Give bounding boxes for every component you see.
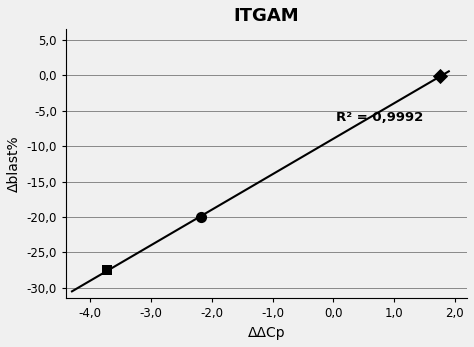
X-axis label: ΔΔCp: ΔΔCp bbox=[248, 326, 285, 340]
Y-axis label: Δblast%: Δblast% bbox=[7, 136, 21, 192]
Point bbox=[103, 267, 111, 273]
Point bbox=[437, 73, 444, 79]
Point bbox=[197, 214, 205, 220]
Text: R² = 0,9992: R² = 0,9992 bbox=[337, 111, 424, 124]
Title: ITGAM: ITGAM bbox=[234, 7, 299, 25]
